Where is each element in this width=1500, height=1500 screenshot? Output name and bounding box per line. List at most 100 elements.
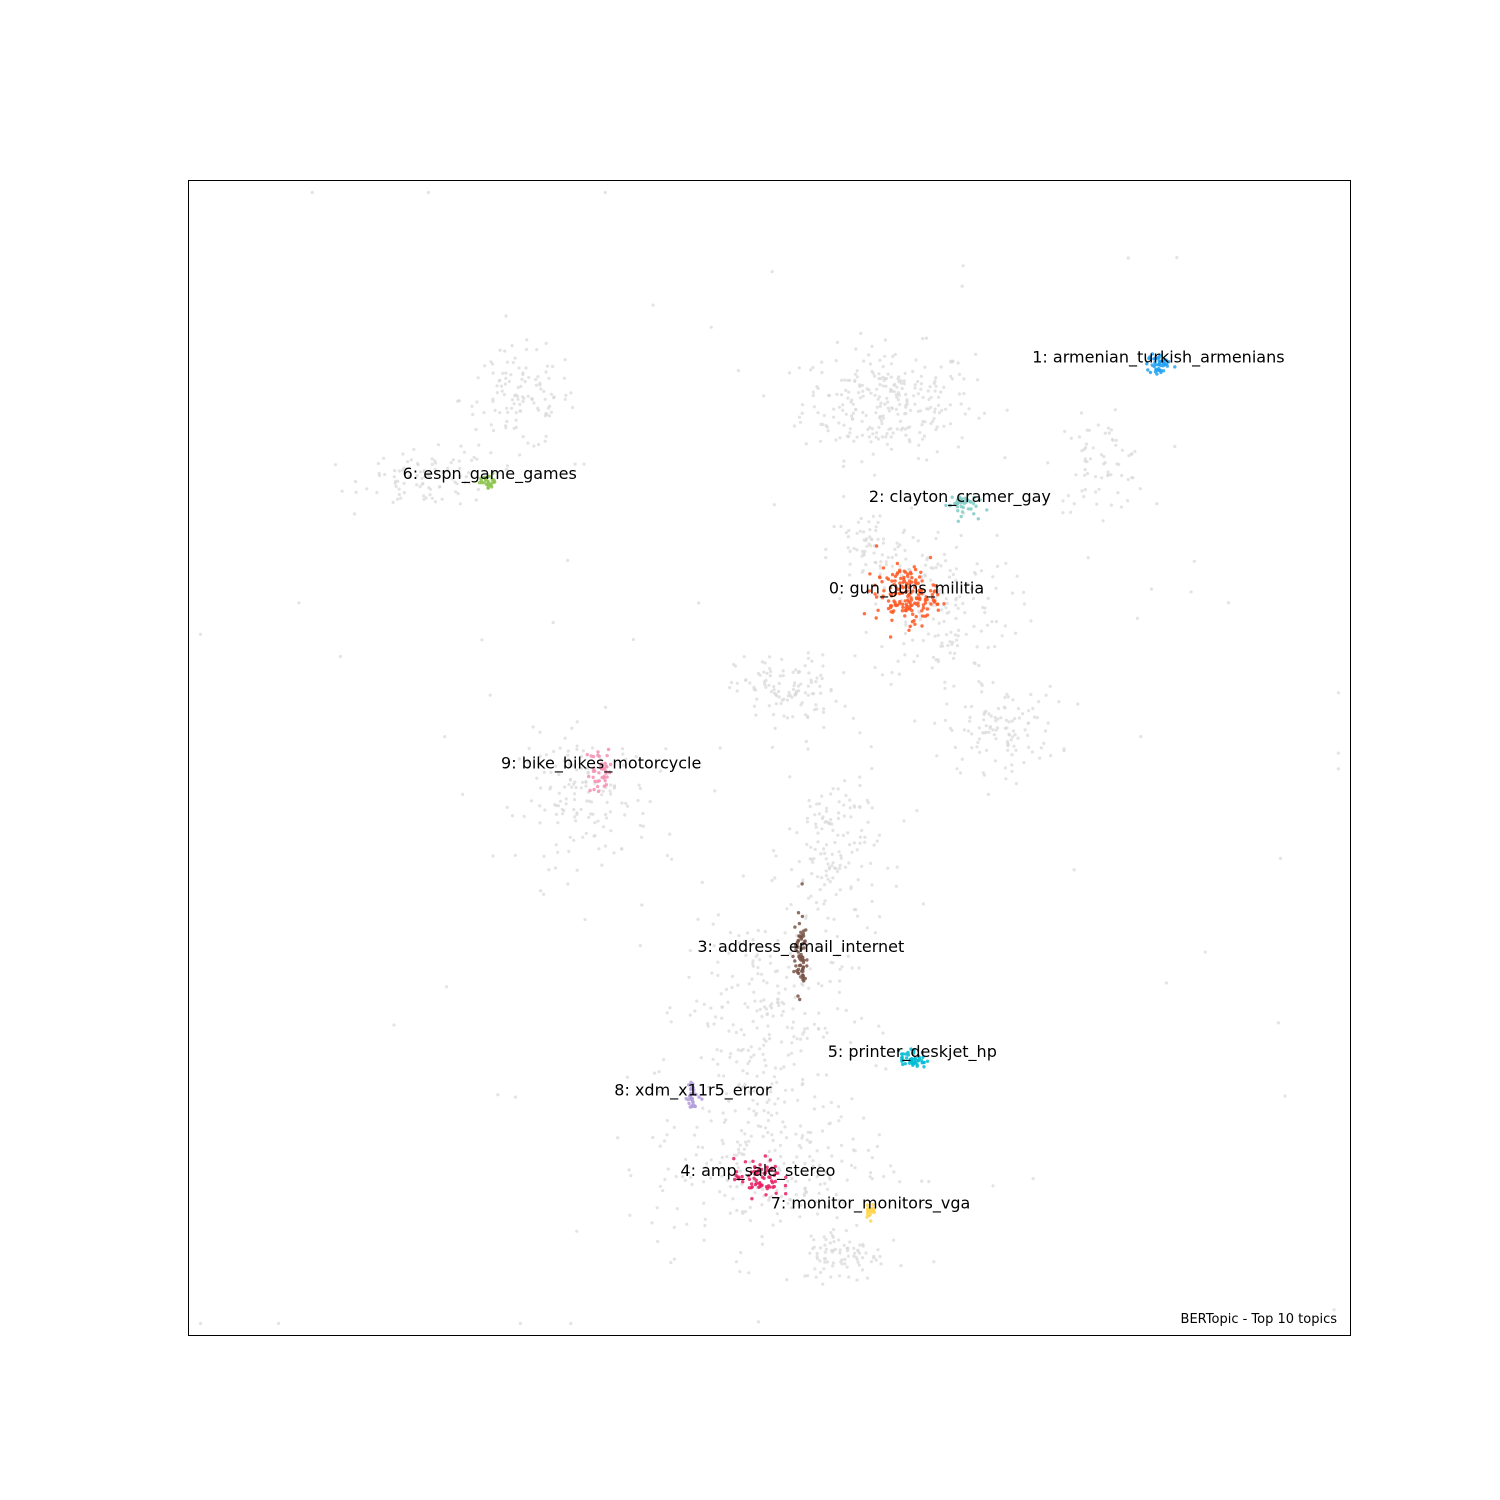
topic-8-point [694,1092,698,1097]
background-point [545,412,549,416]
background-point [763,1058,767,1062]
background-point [858,529,862,533]
topic-3-point [801,974,805,978]
background-point [893,352,897,357]
background-point [819,852,823,856]
topic-1-point [1159,363,1163,368]
topic-3-point [796,911,801,915]
background-point [519,384,523,388]
topic-6-point [486,481,491,485]
background-point [819,673,823,678]
background-point [470,458,474,462]
background-point [535,348,539,352]
background-point [861,389,865,393]
background-point [568,778,573,782]
background-point [882,586,886,590]
background-point [668,832,672,836]
background-point [505,464,510,468]
background-point [814,901,819,905]
background-point [852,439,856,443]
background-point [840,1159,844,1163]
background-point [869,391,873,395]
background-point [1072,868,1076,872]
background-point [830,1234,835,1238]
background-point [570,405,575,410]
background-point [1336,691,1340,695]
background-point [829,1231,833,1235]
background-point [510,814,515,818]
background-point [641,824,646,828]
background-point [886,372,890,376]
background-point [489,451,493,455]
background-point [572,808,576,812]
background-point [819,439,823,443]
background-point [858,805,862,810]
background-point [538,889,543,893]
background-point [745,1071,749,1076]
background-point [476,376,480,380]
background-point [956,634,960,638]
background-point [297,601,301,605]
topic-3-point [794,947,798,951]
background-point [895,385,899,389]
topic-9-point [593,779,597,783]
background-point [870,1177,874,1181]
background-point [765,1100,769,1105]
background-point [534,383,539,387]
topic-0-point [890,572,895,577]
background-point [511,360,515,365]
topic-8-point [686,1098,690,1102]
topic-2-point [966,499,971,503]
background-point [932,381,936,385]
background-point [858,1243,862,1247]
background-point [584,784,588,788]
background-point [782,714,786,718]
background-point [915,654,920,658]
topic-4-point [764,1193,768,1197]
background-point [846,535,851,539]
background-point [933,721,937,725]
background-point [1027,745,1031,750]
background-point [593,834,597,838]
background-point [863,835,867,839]
background-point [788,775,792,779]
background-point [773,1148,777,1152]
background-point [729,680,734,685]
background-point [597,847,601,851]
background-point [914,358,918,362]
background-point [655,1206,659,1210]
background-point [824,547,828,552]
background-point [517,366,521,370]
background-point [883,354,887,358]
topic-0-point [890,618,894,622]
background-point [1083,457,1087,461]
background-point [855,1257,859,1261]
background-point [848,573,852,577]
background-point [752,685,756,690]
topic-4-point [753,1182,758,1187]
topic-2-point [960,497,964,501]
background-point [1014,631,1018,635]
background-point [474,498,478,502]
background-point [1139,735,1143,739]
background-point [898,564,902,568]
background-point [986,792,991,797]
background-point [860,383,865,387]
background-point [742,1153,746,1157]
background-point [498,348,502,352]
background-point [974,572,978,576]
background-point [599,757,603,761]
background-point [877,1133,882,1137]
background-point [847,528,851,533]
background-point [823,820,827,824]
background-point [916,409,920,413]
background-point [464,475,468,479]
background-point [1017,716,1022,720]
background-point [762,1109,766,1113]
topic-5-point [901,1052,905,1056]
background-point [801,1077,805,1082]
background-point [1091,446,1095,450]
background-point [853,1020,857,1024]
topic-4-point [753,1172,757,1176]
background-point [513,356,517,360]
